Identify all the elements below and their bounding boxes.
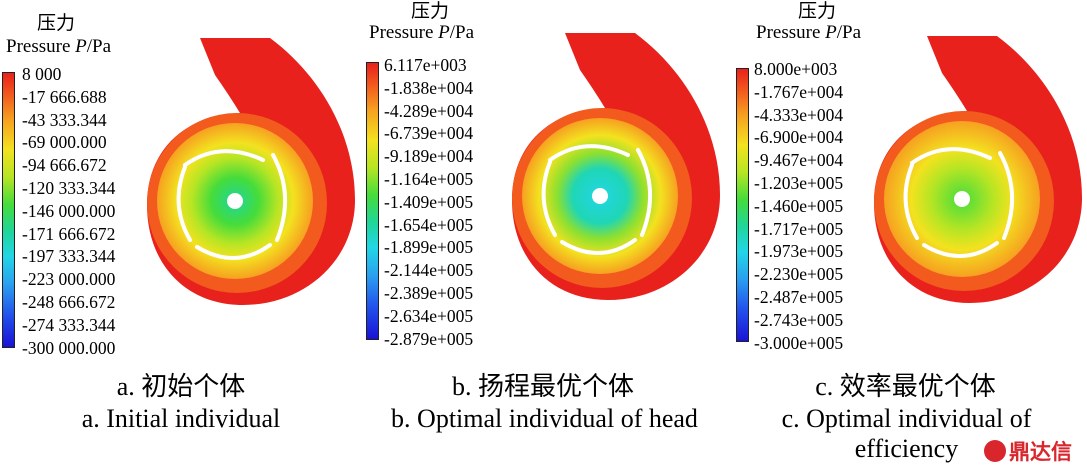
tick-label: -1.654e+005 — [384, 214, 474, 235]
watermark: 鼎达信 — [984, 436, 1072, 466]
tick-label: -1.203e+005 — [754, 172, 844, 193]
tick-label: 6.117e+003 — [384, 55, 467, 75]
tick-label: 8.000e+003 — [754, 59, 838, 79]
tick-label: -1.767e+004 — [754, 81, 844, 102]
tick-label: -9.189e+004 — [384, 146, 474, 167]
tick-label: -9.467e+004 — [754, 150, 844, 171]
colorbar-ticks: 6.117e+003 -1.838e+004 -4.289e+004 -6.73… — [384, 54, 473, 350]
tick-label: 8 000 — [22, 64, 62, 84]
caption-cn: a. 初始个体 — [116, 372, 246, 401]
tick-label: -120 333.344 — [22, 177, 116, 198]
hub — [954, 191, 970, 207]
colorbar — [736, 68, 749, 342]
watermark-logo-icon — [984, 440, 1006, 462]
tick-label: -2.743e+005 — [754, 309, 844, 330]
tick-label: -2.634e+005 — [384, 305, 474, 326]
caption-cn: b. 扬程最优个体 — [451, 372, 634, 401]
impeller-blades — [541, 144, 652, 255]
tick-label: -1.460e+005 — [754, 195, 844, 216]
panel-optimal-efficiency: 压力 Pressure P/Pa 8.000e+003 -1.767e+004 … — [724, 0, 1087, 470]
tick-label: -3.000e+005 — [754, 332, 844, 353]
tick-label: -17 666.688 — [22, 86, 107, 107]
tick-label: -2.487e+005 — [754, 286, 844, 307]
tick-label: -146 000.000 — [22, 200, 116, 221]
pump-pressure-contour — [147, 38, 355, 305]
legend-title-cn: 压力 — [37, 13, 76, 34]
tick-label: -1.838e+004 — [384, 77, 474, 98]
tick-label: -2.389e+005 — [384, 282, 474, 303]
pump-pressure-contour — [874, 36, 1082, 303]
tick-label: -197 333.344 — [22, 246, 116, 267]
tick-label: -171 666.672 — [22, 223, 116, 244]
tick-label: -1.409e+005 — [384, 191, 474, 212]
colorbar — [366, 62, 379, 340]
legend-title-cn: 压力 — [411, 1, 450, 22]
watermark-text: 鼎达信 — [1009, 440, 1072, 464]
impeller-blades — [903, 147, 1014, 258]
panel-initial-individual: 压力 Pressure P/Pa 8 000 -17 666.688 -43 3… — [0, 0, 362, 470]
caption-en: c. Optimal individual of efficiency — [781, 404, 1032, 463]
tick-label: -2.230e+005 — [754, 264, 844, 285]
tick-label: -94 666.672 — [22, 155, 107, 176]
tick-label: -300 000.000 — [22, 337, 116, 358]
tick-label: -1.973e+005 — [754, 241, 844, 262]
tick-label: -43 333.344 — [22, 109, 107, 130]
tick-label: -2.879e+005 — [384, 328, 474, 349]
impeller-blades — [176, 149, 287, 260]
tick-label: -2.144e+005 — [384, 260, 474, 281]
legend-title-en: Pressure P/Pa — [756, 22, 862, 43]
tick-label: -274 333.344 — [22, 314, 116, 335]
tick-label: -1.899e+005 — [384, 237, 474, 258]
legend-title-en: Pressure P/Pa — [369, 22, 475, 43]
caption-en: b. Optimal individual of head — [391, 404, 698, 433]
tick-label: -69 000.000 — [22, 132, 107, 153]
tick-label: -4.333e+004 — [754, 104, 844, 125]
tick-label: -6.739e+004 — [384, 123, 474, 144]
hub — [592, 188, 608, 204]
tick-label: -4.289e+004 — [384, 100, 474, 121]
caption-en: a. Initial individual — [81, 404, 281, 433]
panel-optimal-head: 压力 Pressure P/Pa 6.117e+003 -1.838e+004 … — [362, 0, 724, 470]
caption-cn: c. 效率最优个体 — [815, 372, 996, 401]
pump-pressure-contour — [512, 33, 720, 300]
tick-label: -223 000.000 — [22, 269, 116, 290]
hub — [227, 193, 243, 209]
legend-title-en: Pressure P/Pa — [6, 36, 112, 57]
colorbar — [2, 72, 15, 348]
tick-label: -1.164e+005 — [384, 168, 474, 189]
tick-label: -248 666.672 — [22, 291, 116, 312]
colorbar-ticks: 8 000 -17 666.688 -43 333.344 -69 000.00… — [22, 63, 115, 359]
tick-label: -6.900e+004 — [754, 127, 844, 148]
colorbar-ticks: 8.000e+003 -1.767e+004 -4.333e+004 -6.90… — [754, 58, 843, 354]
tick-label: -1.717e+005 — [754, 218, 844, 239]
legend-title-cn: 压力 — [798, 1, 837, 22]
